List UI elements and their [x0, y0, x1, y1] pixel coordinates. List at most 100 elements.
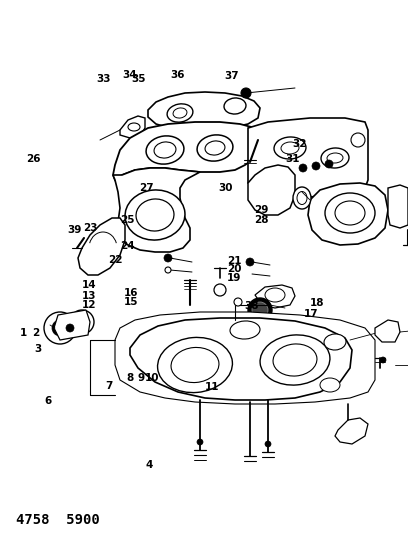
- Text: 38: 38: [244, 301, 259, 311]
- Ellipse shape: [281, 142, 299, 154]
- Circle shape: [351, 133, 365, 147]
- Text: 16: 16: [124, 288, 139, 297]
- Text: 23: 23: [83, 223, 98, 233]
- Text: 20: 20: [227, 264, 242, 274]
- Text: 31: 31: [286, 155, 300, 164]
- Circle shape: [56, 324, 64, 332]
- Circle shape: [246, 258, 254, 266]
- Circle shape: [77, 317, 87, 327]
- Circle shape: [325, 160, 333, 168]
- Ellipse shape: [274, 137, 306, 159]
- Ellipse shape: [321, 148, 349, 168]
- Ellipse shape: [224, 98, 246, 114]
- Polygon shape: [115, 312, 375, 404]
- Circle shape: [265, 441, 271, 447]
- Ellipse shape: [146, 136, 184, 164]
- Circle shape: [380, 357, 386, 363]
- Circle shape: [66, 324, 74, 332]
- Circle shape: [165, 267, 171, 273]
- Circle shape: [312, 162, 320, 170]
- Text: 17: 17: [304, 310, 318, 319]
- Text: 28: 28: [254, 215, 268, 224]
- Ellipse shape: [325, 193, 375, 233]
- Ellipse shape: [128, 123, 140, 131]
- Text: 19: 19: [227, 273, 242, 282]
- Text: 37: 37: [224, 71, 239, 81]
- Text: 7: 7: [106, 381, 113, 391]
- Ellipse shape: [327, 153, 343, 163]
- Text: 34: 34: [122, 70, 137, 79]
- Polygon shape: [308, 183, 388, 245]
- Text: 24: 24: [120, 241, 135, 251]
- Text: 21: 21: [227, 256, 242, 265]
- Ellipse shape: [273, 344, 317, 376]
- Circle shape: [197, 439, 203, 445]
- Text: 9: 9: [137, 374, 144, 383]
- Ellipse shape: [136, 199, 174, 231]
- Ellipse shape: [260, 335, 330, 385]
- Text: 15: 15: [124, 297, 139, 306]
- Polygon shape: [148, 92, 260, 130]
- Circle shape: [299, 164, 307, 172]
- Text: 29: 29: [254, 205, 268, 215]
- Circle shape: [234, 298, 242, 306]
- Text: 10: 10: [145, 374, 160, 383]
- Polygon shape: [255, 285, 295, 308]
- Ellipse shape: [230, 321, 260, 339]
- Ellipse shape: [171, 348, 219, 383]
- Text: 36: 36: [170, 70, 184, 79]
- Circle shape: [214, 284, 226, 296]
- Ellipse shape: [324, 334, 346, 350]
- Polygon shape: [54, 310, 90, 340]
- Circle shape: [70, 310, 94, 334]
- Polygon shape: [78, 218, 125, 275]
- Text: 14: 14: [82, 280, 96, 290]
- Text: 32: 32: [293, 139, 307, 149]
- Ellipse shape: [157, 337, 233, 393]
- Circle shape: [248, 298, 272, 322]
- Text: 33: 33: [96, 74, 111, 84]
- Text: 1: 1: [20, 328, 27, 337]
- Circle shape: [252, 302, 268, 318]
- Text: 8: 8: [126, 374, 133, 383]
- Ellipse shape: [265, 288, 285, 302]
- Ellipse shape: [205, 141, 225, 155]
- Ellipse shape: [125, 190, 185, 240]
- Polygon shape: [248, 118, 368, 197]
- Text: 2: 2: [32, 328, 39, 337]
- Text: 25: 25: [120, 215, 135, 225]
- Text: 39: 39: [67, 225, 82, 235]
- Ellipse shape: [197, 135, 233, 161]
- Text: 3: 3: [35, 344, 42, 354]
- Circle shape: [164, 254, 172, 262]
- Circle shape: [44, 312, 76, 344]
- Text: 12: 12: [82, 300, 96, 310]
- Ellipse shape: [335, 201, 365, 225]
- Polygon shape: [113, 168, 200, 252]
- Text: 26: 26: [26, 154, 41, 164]
- Ellipse shape: [320, 378, 340, 392]
- Ellipse shape: [154, 142, 176, 158]
- Polygon shape: [335, 418, 368, 444]
- Polygon shape: [248, 165, 295, 215]
- Text: 13: 13: [82, 291, 96, 301]
- Ellipse shape: [167, 104, 193, 122]
- Text: 4: 4: [145, 460, 153, 470]
- Text: 18: 18: [310, 298, 325, 308]
- Polygon shape: [375, 320, 400, 342]
- Text: 27: 27: [140, 183, 154, 192]
- Ellipse shape: [297, 191, 307, 205]
- Ellipse shape: [293, 187, 311, 209]
- Polygon shape: [120, 116, 145, 138]
- Text: 35: 35: [131, 74, 146, 84]
- Text: 22: 22: [109, 255, 123, 265]
- Text: 6: 6: [44, 396, 52, 406]
- Polygon shape: [388, 185, 408, 228]
- Text: 30: 30: [219, 183, 233, 192]
- Text: 11: 11: [205, 382, 220, 392]
- Circle shape: [241, 88, 251, 98]
- Ellipse shape: [173, 108, 187, 118]
- Circle shape: [52, 320, 68, 336]
- Polygon shape: [113, 122, 260, 180]
- Text: 4758  5900: 4758 5900: [16, 513, 100, 527]
